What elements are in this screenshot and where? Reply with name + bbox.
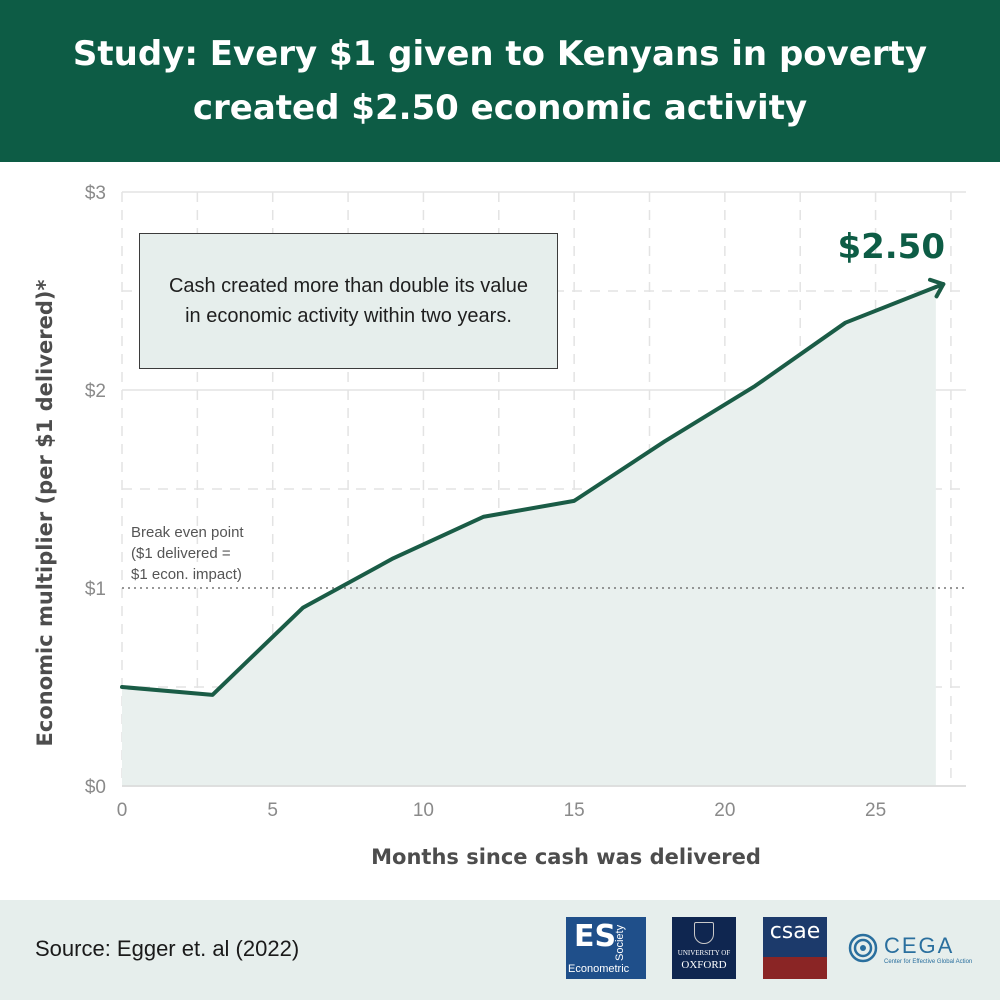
end-value-label: $2.50: [837, 227, 945, 267]
oxford-logo-text: OXFORD: [681, 959, 727, 971]
y-axis-title: Economic multiplier (per $1 delivered)*: [33, 280, 57, 747]
page-title: Study: Every $1 given to Kenyans in pove…: [72, 34, 928, 128]
area-fill: [122, 287, 936, 786]
es-logo-side-text: Society: [614, 924, 626, 961]
x-tick-label: 20: [714, 800, 735, 821]
title-banner: Study: Every $1 given to Kenyans in pove…: [0, 0, 1000, 162]
oxford-logo-small-text: UNIVERSITY OF: [677, 949, 731, 957]
x-axis-title: Months since cash was delivered: [371, 845, 761, 869]
oxford-logo: UNIVERSITY OF OXFORD: [672, 917, 736, 979]
callout-box: Cash created more than double its value …: [139, 233, 558, 369]
break-even-label: $1 econ. impact): [131, 566, 242, 583]
x-tick-label: 0: [117, 800, 128, 821]
chart-area: 0 5 10 15 20 25 $0 $1 $2 $3 Months since cash was …: [0, 162, 1000, 900]
arrow-head-icon: [927, 277, 946, 299]
csae-logo-text: csae: [769, 919, 821, 944]
cega-logo: CEGA Center for Effective Global Action: [848, 917, 972, 979]
series-line: [120, 285, 938, 697]
y-tick-label: $0: [85, 777, 106, 798]
es-logo-text: ES: [574, 919, 617, 954]
x-tick-label: 10: [413, 800, 434, 821]
csae-logo: csae: [763, 917, 827, 979]
cega-logo-text: CEGA: [884, 933, 955, 958]
y-tick-label: $3: [85, 183, 106, 204]
x-tick-label: 5: [267, 800, 278, 821]
callout-text: Cash created more than double its value …: [168, 275, 529, 327]
cega-rings-icon: [848, 933, 878, 963]
cega-logo-subtext: Center for Effective Global Action: [884, 959, 973, 965]
oxford-crest-icon: [694, 922, 714, 944]
y-tick-label: $1: [85, 579, 106, 600]
source-citation: Source: Egger et. al (2022): [35, 936, 300, 961]
x-tick-label: 25: [865, 800, 886, 821]
y-tick-label: $2: [85, 381, 106, 402]
footer: Source: Egger et. al (2022) ES Society E…: [0, 900, 1000, 1000]
econometric-society-logo: ES Society Econometric: [566, 917, 646, 979]
es-logo-bottom-text: Econometric: [568, 963, 630, 975]
multiplier-chart: 0 5 10 15 20 25 $0 $1 $2 $3 Months since cash was …: [33, 183, 966, 869]
x-tick-label: 15: [564, 800, 585, 821]
break-even-label: Break even point: [131, 524, 244, 541]
break-even-label: ($1 delivered =: [131, 545, 231, 562]
csae-logo-band: [763, 957, 827, 979]
